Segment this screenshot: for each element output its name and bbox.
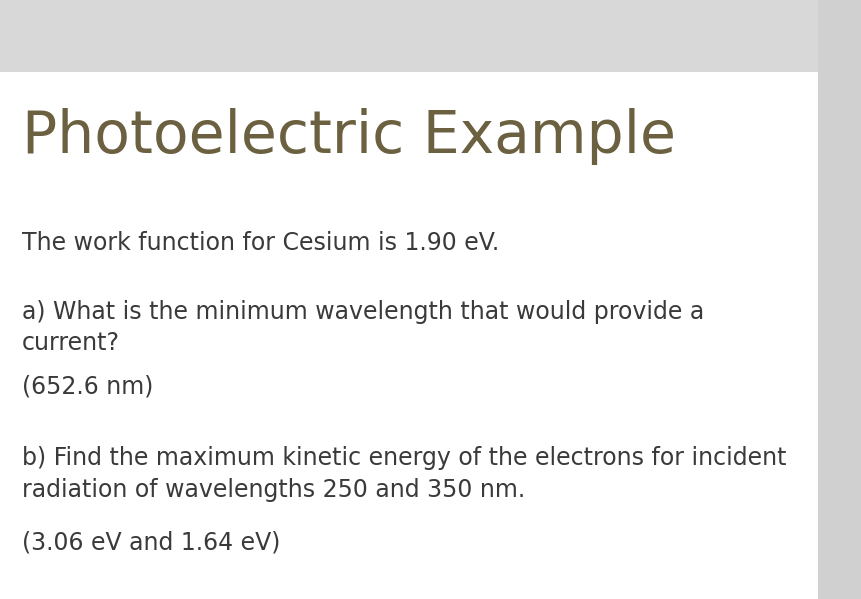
Bar [818, 0, 861, 599]
Text: b) Find the maximum kinetic energy of the electrons for incident
radiation of wa: b) Find the maximum kinetic energy of th… [22, 446, 786, 502]
Bar [0, 0, 861, 72]
Text: (3.06 eV and 1.64 eV): (3.06 eV and 1.64 eV) [22, 530, 280, 554]
Text: (652.6 nm): (652.6 nm) [22, 374, 153, 398]
Text: Photoelectric Example: Photoelectric Example [22, 108, 676, 165]
Text: a) What is the minimum wavelength that would provide a
current?: a) What is the minimum wavelength that w… [22, 300, 703, 355]
Text: The work function for Cesium is 1.90 eV.: The work function for Cesium is 1.90 eV. [22, 231, 499, 255]
